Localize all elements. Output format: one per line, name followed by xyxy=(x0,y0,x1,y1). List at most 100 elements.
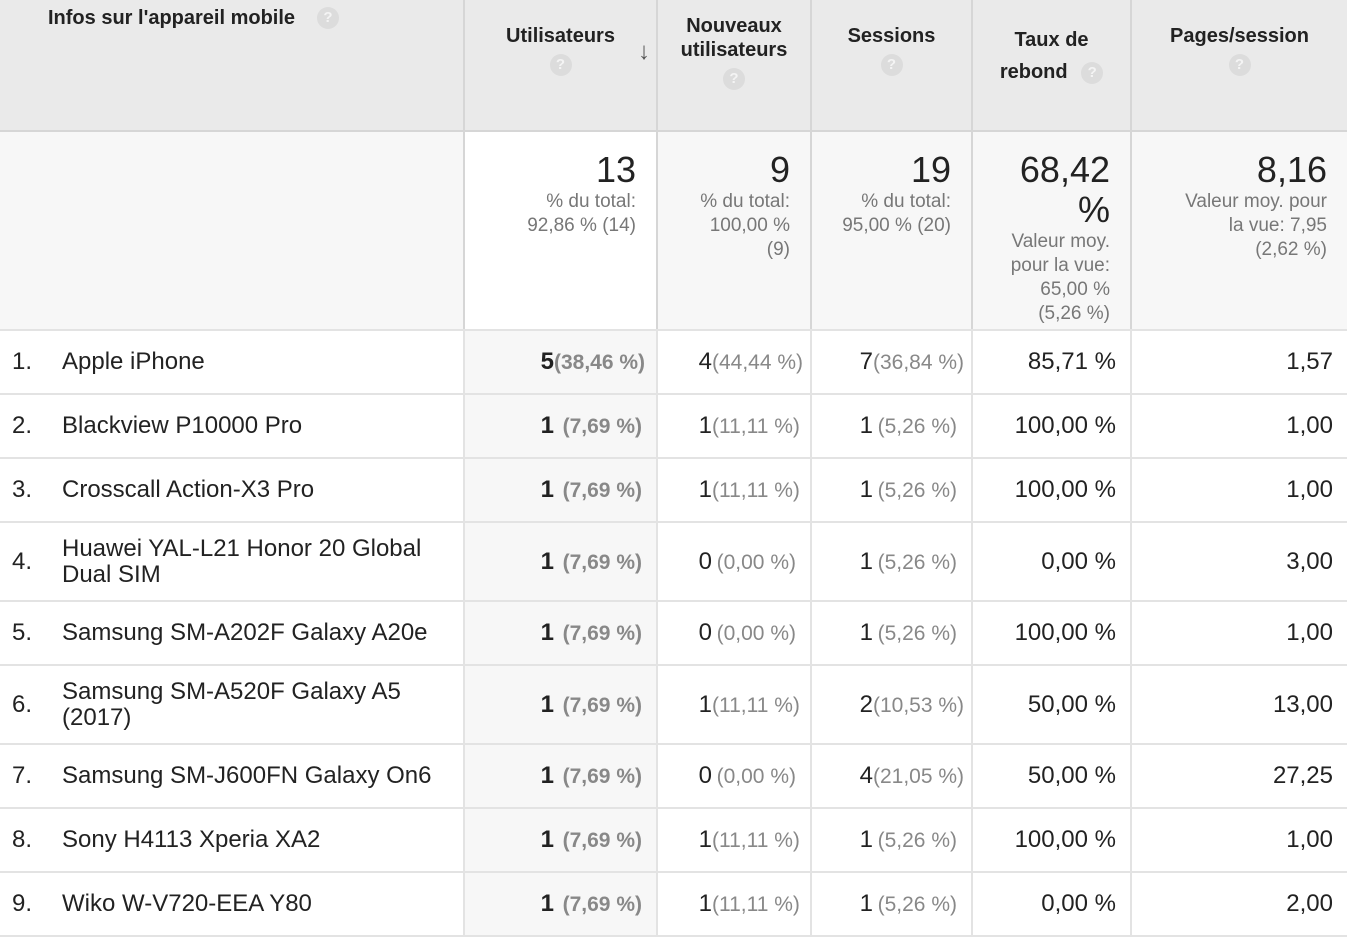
device-name-link[interactable]: Apple iPhone xyxy=(62,348,205,375)
device-cell[interactable]: 5. Samsung SM-A202F Galaxy A20e xyxy=(0,601,465,666)
row-rank: 9. xyxy=(12,890,33,917)
device-name-link[interactable]: Sony H4113 Xperia XA2 xyxy=(62,826,321,853)
device-name-link[interactable]: Samsung SM-A202F Galaxy A20e xyxy=(62,619,428,646)
column-header-users[interactable]: Utilisateurs ? ↓ xyxy=(464,0,658,132)
totals-bounce-sub: Valeur moy. xyxy=(1011,231,1110,252)
new-users-percent: (11,11 %) xyxy=(712,693,800,717)
device-name-link[interactable]: Huawei YAL-L21 Honor 20 Global Dual SIM xyxy=(62,534,422,588)
device-cell[interactable]: 8. Sony H4113 Xperia XA2 xyxy=(0,808,465,873)
new-users-cell: 1(11,11 %) xyxy=(657,458,812,523)
sessions-value: 1 xyxy=(859,412,873,439)
users-cell: 1 (7,69 %) xyxy=(464,744,658,809)
sessions-value: 2 xyxy=(859,690,873,718)
pages-per-session-value: 1,00 xyxy=(1286,412,1333,439)
column-header-bounce-rate[interactable]: Taux de rebond ? xyxy=(972,0,1132,132)
pages-per-session-value: 1,00 xyxy=(1286,826,1333,853)
sessions-value: 1 xyxy=(859,890,873,917)
users-value: 1 xyxy=(540,476,554,503)
users-percent: (7,69 %) xyxy=(562,479,642,502)
table-row[interactable]: 5. Samsung SM-A202F Galaxy A20e 1 (7,69 %) 0… xyxy=(0,601,1347,666)
help-icon[interactable]: ? xyxy=(880,54,903,76)
device-cell[interactable]: 7. Samsung SM-J600FN Galaxy On6 xyxy=(0,744,465,809)
column-header-sessions[interactable]: Sessions ? xyxy=(811,0,973,132)
sessions-value: 1 xyxy=(859,826,873,853)
help-icon[interactable]: ? xyxy=(549,54,572,76)
new-users-percent: (11,11 %) xyxy=(712,415,800,438)
bounce-rate-cell: 100,00 % xyxy=(972,808,1132,873)
device-name-link[interactable]: Crosscall Action-X3 Pro xyxy=(62,476,315,503)
bounce-rate-cell: 100,00 % xyxy=(972,394,1132,459)
new-users-value: 0 xyxy=(698,762,712,789)
sessions-cell: 1 (5,26 %) xyxy=(811,601,973,666)
new-users-value: 1 xyxy=(698,890,712,917)
help-icon[interactable]: ? xyxy=(1081,61,1104,84)
users-cell: 1 (7,69 %) xyxy=(464,601,658,666)
device-cell[interactable]: 2. Blackview P10000 Pro xyxy=(0,394,465,459)
column-header-new-users[interactable]: Nouveaux utilisateurs ? xyxy=(657,0,812,132)
sessions-value: 1 xyxy=(859,476,873,503)
table-row[interactable]: 1. Apple iPhone 5(38,46 %) 4(44,44 %) 7(36,8… xyxy=(0,330,1347,395)
sort-descending-icon[interactable]: ↓ xyxy=(638,38,650,65)
pages-per-session-value: 1,57 xyxy=(1286,348,1333,375)
users-cell: 1 (7,69 %) xyxy=(464,458,658,523)
pages-per-session-cell: 3,00 xyxy=(1131,522,1347,602)
new-users-value: 0 xyxy=(698,619,712,646)
column-header-device[interactable]: Infos sur l'appareil mobile ? xyxy=(0,0,465,132)
bounce-rate-cell: 100,00 % xyxy=(972,458,1132,523)
totals-sessions-sub: % du total: xyxy=(861,191,951,212)
users-value: 1 xyxy=(540,890,554,917)
sessions-cell: 4(21,05 %) xyxy=(811,744,973,809)
users-percent: (7,69 %) xyxy=(562,622,642,645)
new-users-cell: 0 (0,00 %) xyxy=(657,601,812,666)
new-users-cell: 4(44,44 %) xyxy=(657,330,812,395)
pages-per-session-value: 13,00 xyxy=(1272,690,1333,718)
sessions-value: 1 xyxy=(859,547,873,575)
table-row[interactable]: 2. Blackview P10000 Pro 1 (7,69 %) 1(11,11 %… xyxy=(0,394,1347,459)
totals-bounce-sub: (5,26 %) xyxy=(1038,303,1110,324)
row-rank: 7. xyxy=(12,762,33,789)
table-row[interactable]: 8. Sony H4113 Xperia XA2 1 (7,69 %) 1(11,11 … xyxy=(0,808,1347,873)
sessions-header-label: Sessions xyxy=(847,25,936,47)
users-value: 1 xyxy=(540,412,554,439)
new-users-value: 1 xyxy=(698,412,712,439)
table-row[interactable]: 3. Crosscall Action-X3 Pro 1 (7,69 %) 1(11,1… xyxy=(0,458,1347,523)
table-row[interactable]: 7. Samsung SM-J600FN Galaxy On6 1 (7,69 %) 0… xyxy=(0,744,1347,809)
device-name-link[interactable]: Wiko W-V720-EEA Y80 xyxy=(62,890,312,917)
table-row[interactable]: 9. Wiko W-V720-EEA Y80 1 (7,69 %) 1(11,11 %)… xyxy=(0,872,1347,937)
sessions-percent: (5,26 %) xyxy=(877,415,957,438)
users-header-label: Utilisateurs xyxy=(506,25,615,47)
device-name-link[interactable]: Blackview P10000 Pro xyxy=(62,412,303,439)
column-header-pages-per-session[interactable]: Pages/session ? xyxy=(1131,0,1347,132)
device-cell[interactable]: 9. Wiko W-V720-EEA Y80 xyxy=(0,872,465,937)
bounce-rate-cell: 50,00 % xyxy=(972,665,1132,745)
users-percent: (7,69 %) xyxy=(562,415,642,438)
bounce-rate-value: 0,00 % xyxy=(1041,890,1116,917)
device-name-link[interactable]: Samsung SM-J600FN Galaxy On6 xyxy=(62,762,432,789)
table-row[interactable]: 4. Huawei YAL-L21 Honor 20 Global Dual SI… xyxy=(0,522,1347,602)
device-name-link[interactable]: Samsung SM-A520F Galaxy A5 (2017) xyxy=(62,677,401,731)
bounce-rate-value: 50,00 % xyxy=(1027,690,1116,718)
device-cell[interactable]: 1. Apple iPhone xyxy=(0,330,465,395)
row-rank: 2. xyxy=(12,412,33,439)
new-users-header-label-line1: Nouveaux xyxy=(686,15,782,37)
device-cell[interactable]: 4. Huawei YAL-L21 Honor 20 Global Dual SI… xyxy=(0,522,465,602)
totals-pps-sub: la vue: 7,95 xyxy=(1228,215,1327,236)
totals-bounce-cell: 68,42 % Valeur moy. pour la vue: 65,00 %… xyxy=(972,131,1132,331)
totals-sessions-cell: 19 % du total: 95,00 % (20) xyxy=(811,131,973,331)
bounce-rate-value: 100,00 % xyxy=(1014,826,1116,853)
users-cell: 1 (7,69 %) xyxy=(464,872,658,937)
help-icon[interactable]: ? xyxy=(317,7,339,29)
totals-users-cell: 13 % du total: 92,86 % (14) xyxy=(464,131,658,331)
help-icon[interactable]: ? xyxy=(723,68,745,90)
pages-per-session-cell: 1,00 xyxy=(1131,458,1347,523)
device-cell[interactable]: 6. Samsung SM-A520F Galaxy A5 (2017) xyxy=(0,665,465,745)
sessions-percent: (5,26 %) xyxy=(877,893,957,916)
table-row[interactable]: 6. Samsung SM-A520F Galaxy A5 (2017) 1 (7,6… xyxy=(0,665,1347,745)
help-icon[interactable]: ? xyxy=(1228,54,1251,76)
pages-per-session-cell: 1,00 xyxy=(1131,601,1347,666)
new-users-cell: 1(11,11 %) xyxy=(657,394,812,459)
device-cell[interactable]: 3. Crosscall Action-X3 Pro xyxy=(0,458,465,523)
pages-per-session-cell: 13,00 xyxy=(1131,665,1347,745)
new-users-percent: (11,11 %) xyxy=(712,893,800,916)
